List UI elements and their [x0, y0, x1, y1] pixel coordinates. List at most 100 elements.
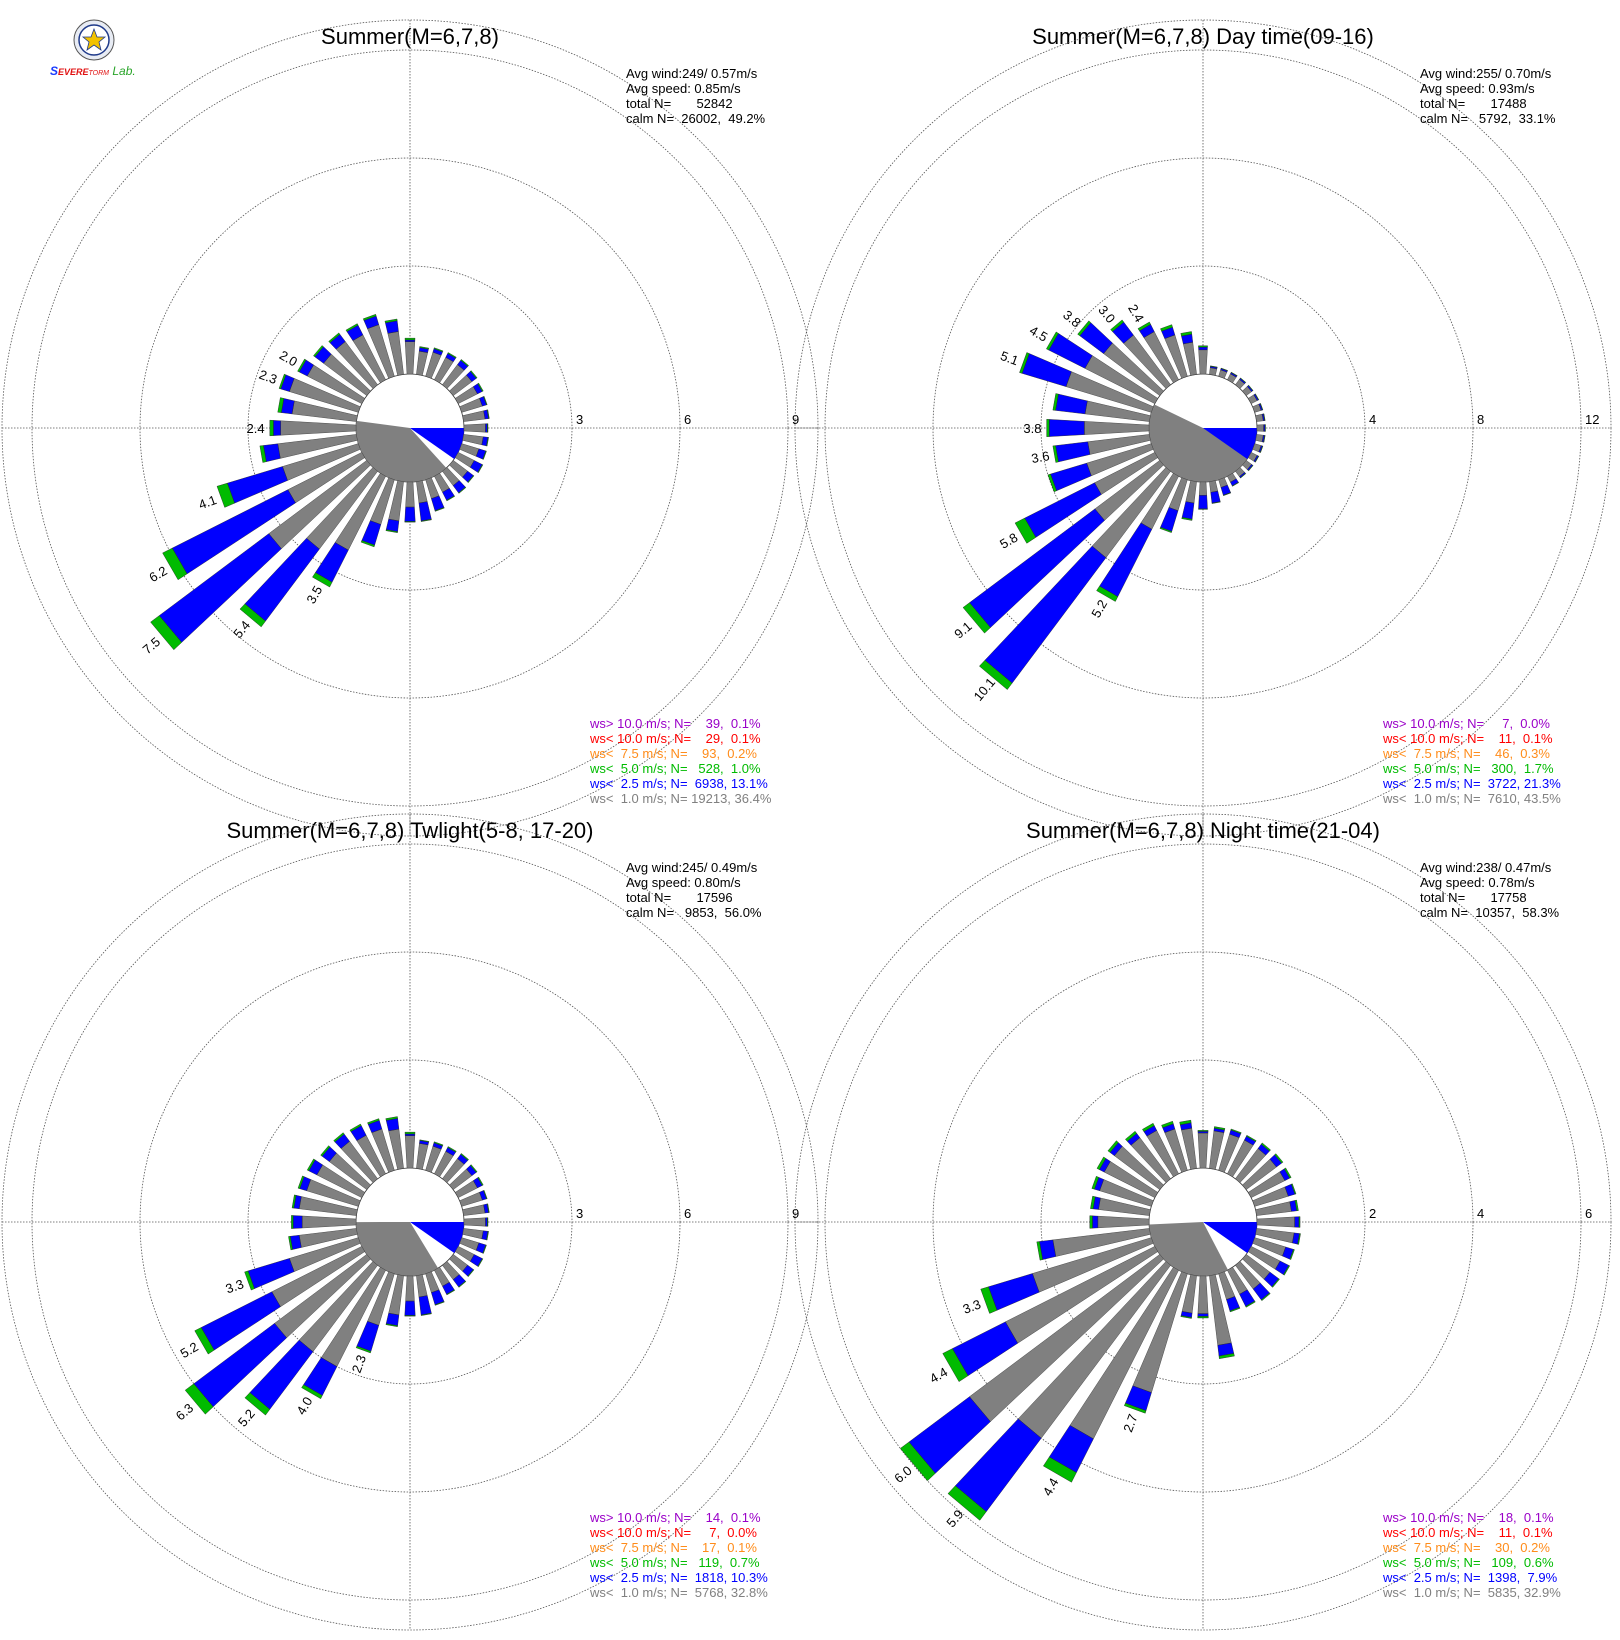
bar-segment-lt5 — [1107, 1140, 1119, 1153]
bar-segment-lt5 — [477, 464, 484, 474]
bar-segment-lt5 — [1283, 1265, 1291, 1276]
bar-segment-lt5 — [1125, 1130, 1137, 1142]
bar-segment-lt5 — [1284, 1167, 1292, 1179]
bar-segment-lt5 — [385, 1323, 398, 1327]
bar-segment-lt1 — [462, 1228, 484, 1240]
bar-segment-lt5 — [900, 1441, 936, 1482]
bar-segment-lt5 — [942, 1348, 969, 1382]
bar-segment-lt5 — [1245, 1300, 1256, 1308]
bar-segment-lt5 — [487, 423, 489, 433]
bar-value-label: 4.0 — [293, 1394, 315, 1417]
bar-segment-lt5 — [1160, 324, 1173, 332]
bar-segment-lt2_5 — [485, 1217, 488, 1227]
bar-segment-lt5 — [312, 572, 333, 588]
bar-segment-lt1 — [462, 410, 486, 422]
bar-segment-lt5 — [1246, 1134, 1257, 1142]
bar-segment-lt5 — [1259, 403, 1264, 411]
legend-entry: ws< 2.5 m/s; N= 1398, 7.9% — [1382, 1570, 1558, 1585]
ring-tick-label: 4 — [1477, 1206, 1484, 1221]
bar-value-label: 2.0 — [277, 347, 300, 369]
bar-segment-lt5 — [1052, 445, 1059, 463]
bar-segment-lt5 — [1230, 1128, 1242, 1134]
ring-tick-label: 9 — [792, 1206, 799, 1221]
bar-value-label: 4.4 — [1040, 1475, 1062, 1498]
bar-segment-lt5 — [419, 346, 429, 350]
bar-segment-lt1 — [405, 1275, 415, 1302]
bar-value-label: 3.3 — [224, 1276, 246, 1296]
bar-value-label: 5.9 — [943, 1507, 966, 1530]
bar-value-label: 9.1 — [951, 618, 974, 641]
bar-segment-lt2_5 — [292, 1215, 303, 1229]
bar-segment-lt5 — [1211, 501, 1221, 504]
bar-segment-lt5 — [404, 1315, 416, 1317]
legend-entry: ws> 10.0 m/s; N= 7, 0.0% — [1382, 716, 1550, 731]
bar-value-label: 5.2 — [1088, 597, 1110, 620]
bar-segment-lt5 — [1210, 365, 1218, 368]
bar-segment-lt5 — [1110, 319, 1125, 332]
bar-segment-lt5 — [367, 1118, 380, 1125]
bar-segment-lt5 — [1180, 1315, 1192, 1319]
bar-segment-lt5 — [1220, 367, 1228, 372]
bar-segment-lt5 — [1263, 435, 1266, 443]
bar-segment-lt5 — [404, 337, 416, 341]
bar-segment-lt5 — [434, 507, 445, 512]
bar-segment-lt5 — [269, 419, 274, 437]
bar-segment-lt5 — [486, 409, 490, 419]
bar-segment-lt5 — [1294, 1199, 1299, 1212]
bar-segment-lt5 — [1274, 1153, 1284, 1164]
bar-value-label: 4.1 — [197, 492, 219, 512]
stats-line: calm N= 5792, 33.1% — [1420, 111, 1556, 126]
bar-segment-lt5 — [434, 1301, 445, 1306]
bar-segment-lt1 — [1197, 1275, 1209, 1314]
bar-segment-lt5 — [1179, 1119, 1192, 1125]
bar-value-label: 10.1 — [971, 675, 999, 704]
legend-entry: ws> 10.0 m/s; N= 14, 0.1% — [589, 1510, 761, 1525]
bar-segment-lt5 — [979, 659, 1013, 690]
stats-line: Avg wind:238/ 0.47m/s — [1420, 860, 1552, 875]
stats-line: calm N= 9853, 56.0% — [626, 905, 762, 920]
bar-segment-lt5 — [477, 1176, 484, 1186]
bar-value-label: 3.3 — [961, 1297, 983, 1317]
bar-segment-lt5 — [447, 352, 457, 359]
bar-segment-lt2_5 — [1050, 462, 1092, 492]
bar-value-label: 2.3 — [349, 1353, 369, 1375]
lab-logo: SEVERETORM Lab. — [50, 18, 150, 88]
bar-value-label: 6.0 — [891, 1463, 914, 1486]
bar-segment-lt5 — [1137, 321, 1151, 332]
bar-segment-lt5 — [291, 1215, 294, 1229]
bar-segment-lt1 — [416, 350, 428, 376]
bar-segment-lt5 — [184, 1383, 214, 1415]
bar-segment-lt5 — [320, 1145, 331, 1157]
legend-entry: ws< 10.0 m/s; N= 29, 0.1% — [589, 731, 761, 746]
bar-segment-lt5 — [384, 318, 398, 324]
bar-segment-lt5 — [1089, 1215, 1093, 1229]
seal-icon — [73, 19, 115, 61]
bar-value-label: 3.6 — [1030, 448, 1050, 466]
bar-segment-lt2_5 — [1181, 501, 1195, 520]
bar-segment-lt2_5 — [273, 420, 281, 436]
bar-segment-lt2_5 — [1198, 495, 1208, 510]
bar-segment-lt5 — [1161, 1120, 1174, 1128]
bar-segment-lt5 — [458, 486, 467, 494]
ring-tick-label: 8 — [1477, 412, 1484, 427]
bar-segment-lt5 — [1218, 1353, 1235, 1359]
bar-segment-lt2_5 — [404, 506, 416, 522]
bar-segment-lt1 — [462, 434, 484, 446]
logo-lab-word: Lab. — [112, 64, 136, 78]
legend-entry: ws> 10.0 m/s; N= 39, 0.1% — [589, 716, 761, 731]
bar-segment-lt5 — [470, 1164, 478, 1173]
bar-segment-lt5 — [301, 1384, 323, 1400]
legend-entry: ws< 2.5 m/s; N= 6938, 13.1% — [589, 776, 768, 791]
bar-segment-lt2_5 — [1197, 1313, 1209, 1317]
ring-tick-label: 3 — [576, 412, 583, 427]
stats-line: total N= 17596 — [626, 890, 733, 905]
stats-line: calm N= 10357, 58.3% — [1420, 905, 1560, 920]
bar-segment-lt5 — [1043, 1456, 1077, 1483]
bar-segment-lt5 — [1298, 1216, 1301, 1228]
bar-segment-lt5 — [162, 547, 188, 581]
legend-entry: ws< 7.5 m/s; N= 30, 0.2% — [1382, 1540, 1550, 1555]
logo-wordmark: SEVERETORM Lab. — [50, 64, 136, 78]
bar-segment-lt5 — [1159, 527, 1173, 533]
ring-tick-label: 9 — [792, 412, 799, 427]
